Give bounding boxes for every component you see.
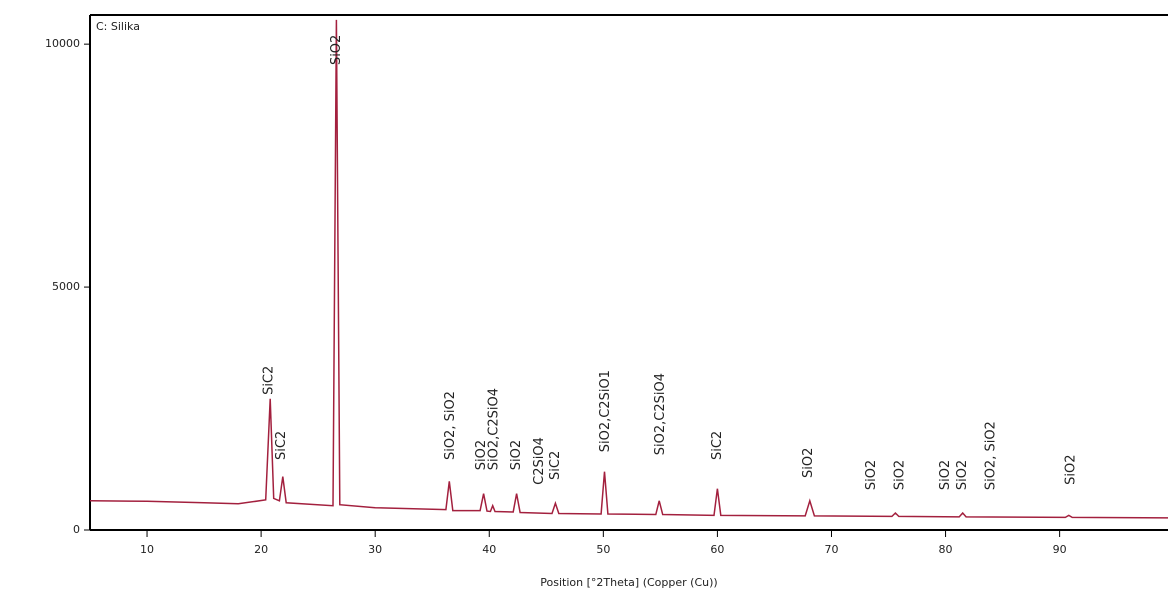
pattern-line (89, 19, 1169, 519)
peak-label: SiO2 (1064, 454, 1079, 484)
x-tick-label: 90 (1053, 543, 1067, 556)
peak-label: SiC2 (274, 431, 289, 460)
peak-label: SiO2, SiO2 (984, 421, 999, 490)
peak-label: SiC2 (548, 451, 563, 480)
peak-label: SiC2 (262, 366, 277, 395)
x-tick-label: 80 (939, 543, 953, 556)
x-axis-label: Position [°2Theta] (Copper (Cu)) (540, 576, 717, 589)
peak-label: C2SiO4 (532, 437, 547, 485)
peak-label: SiO2,C2SiO4 (653, 373, 668, 455)
x-tick-label: 60 (710, 543, 724, 556)
y-tick-label: 10000 (45, 37, 80, 50)
chart-title: C: Silika (96, 20, 140, 33)
peak-label: SiO2 (801, 448, 816, 478)
peak-label: SiO2 (864, 460, 879, 490)
x-tick-label: 20 (254, 543, 268, 556)
x-tick-label: 70 (824, 543, 838, 556)
x-tick-label: 10 (140, 543, 154, 556)
peak-label: SiO2,C2SiO4 (486, 388, 501, 470)
peak-label: SiO2 (509, 440, 524, 470)
peak-label: SiO2 (329, 35, 344, 65)
peak-label: SiO2 (892, 460, 907, 490)
y-tick-label: 5000 (52, 280, 80, 293)
peak-label: SiO2 (938, 460, 953, 490)
peak-label: SiO2,C2SiO1 (598, 370, 613, 452)
peak-label: SiC2 (710, 431, 725, 460)
x-tick-label: 40 (482, 543, 496, 556)
peak-label: SiO2 (474, 440, 489, 470)
x-tick-label: 30 (368, 543, 382, 556)
peak-label: SiO2, SiO2 (443, 391, 458, 460)
y-tick-label: 0 (73, 523, 80, 536)
x-tick-label: 50 (596, 543, 610, 556)
peak-label: SiO2 (955, 460, 970, 490)
